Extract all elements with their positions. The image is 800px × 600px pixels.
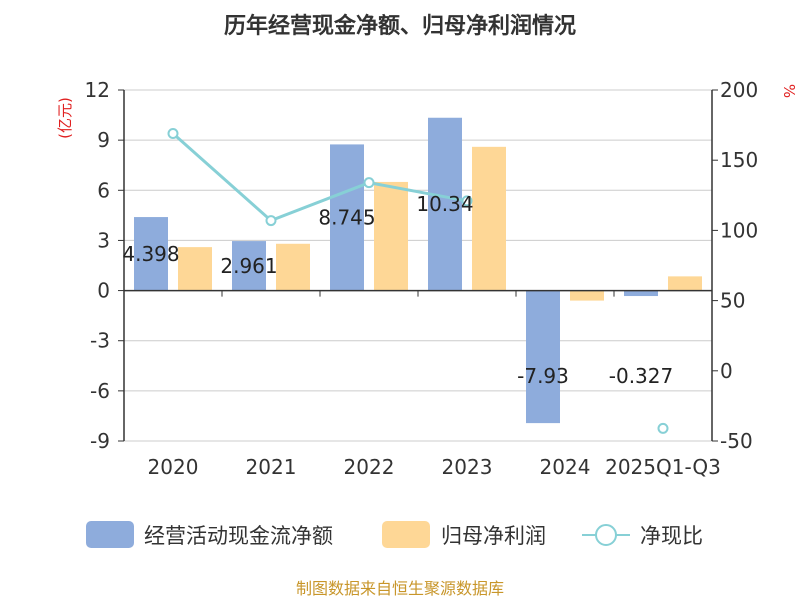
category-label: 2022 <box>344 455 395 479</box>
left-axis-unit: (亿元) <box>56 97 74 139</box>
right-axis-tick-label: 50 <box>720 289 745 313</box>
ratio-point <box>363 177 375 189</box>
cash-data-label: -7.93 <box>517 364 569 388</box>
cash-data-label: -0.327 <box>609 364 673 388</box>
legend-label-profit: 归母净利润 <box>441 524 546 548</box>
chart-title: 历年经营现金净额、归母净利润情况 <box>224 13 576 39</box>
ratio-point <box>167 128 179 140</box>
legend-swatch-cash <box>86 521 134 548</box>
legend-marker-ratio <box>595 524 617 546</box>
cash-bar <box>624 290 658 297</box>
ratio-point <box>265 215 277 227</box>
category-label: 2021 <box>246 455 297 479</box>
category-label: 2024 <box>540 455 591 479</box>
cash-data-label: 2.961 <box>220 254 277 278</box>
ratio-line-layer <box>167 128 669 434</box>
right-axis-tick-label: 200 <box>720 78 758 102</box>
left-axis-tick-label: 9 <box>97 128 110 152</box>
legend-label-ratio: 净现比 <box>640 524 703 548</box>
cash-data-label: 8.745 <box>318 205 375 229</box>
right-axis-tick-label: 100 <box>720 218 758 242</box>
ratio-point <box>657 422 669 434</box>
profit-bar <box>668 276 702 291</box>
axes-layer: 12 9 6 3 0 -3 -6 -9 200 150 100 50 0 -50 2020 2021 2022 2… <box>85 78 759 479</box>
left-axis-tick-label: -6 <box>90 379 110 403</box>
data-labels-layer: 4.398 2.961 8.745 10.34 -7.93 -0.327 <box>122 192 673 388</box>
bars-layer <box>134 117 702 424</box>
right-axis-tick-label: -50 <box>720 429 753 453</box>
legend: 经营活动现金流净额 归母净利润 净现比 <box>86 521 703 548</box>
category-label: 2023 <box>442 455 493 479</box>
profit-bar <box>276 243 310 291</box>
legend-label-cash: 经营活动现金流净额 <box>144 524 333 548</box>
right-axis-unit: % <box>780 84 798 98</box>
left-axis-tick-label: 12 <box>85 78 110 102</box>
cash-bar <box>330 144 364 291</box>
left-axis-tick-label: -3 <box>90 329 110 353</box>
category-label: 2020 <box>148 455 199 479</box>
profit-bar <box>178 247 212 291</box>
left-axis-tick-label: 3 <box>97 228 110 252</box>
gridlines <box>124 89 712 442</box>
right-axis-tick-label: 150 <box>720 148 758 172</box>
cash-bar <box>428 117 462 291</box>
cash-data-label: 4.398 <box>122 242 179 266</box>
profit-bar <box>570 290 604 301</box>
ratio-point <box>461 195 473 207</box>
left-axis-tick-label: -9 <box>90 429 110 453</box>
profit-bar <box>472 146 506 291</box>
category-label: 2025Q1-Q3 <box>605 455 721 479</box>
cash-bar <box>134 217 168 291</box>
cash-data-label: 10.34 <box>416 192 473 216</box>
right-axis-tick-label: 0 <box>720 359 733 383</box>
left-axis-tick-label: 6 <box>97 178 110 202</box>
profit-bar <box>374 181 408 291</box>
left-axis-tick-label: 0 <box>97 279 110 303</box>
source-note: 制图数据来自恒生聚源数据库 <box>296 579 504 598</box>
cash-bar <box>232 241 266 291</box>
cash-bar <box>526 290 560 424</box>
legend-swatch-profit <box>382 521 430 548</box>
ratio-line <box>172 132 468 223</box>
